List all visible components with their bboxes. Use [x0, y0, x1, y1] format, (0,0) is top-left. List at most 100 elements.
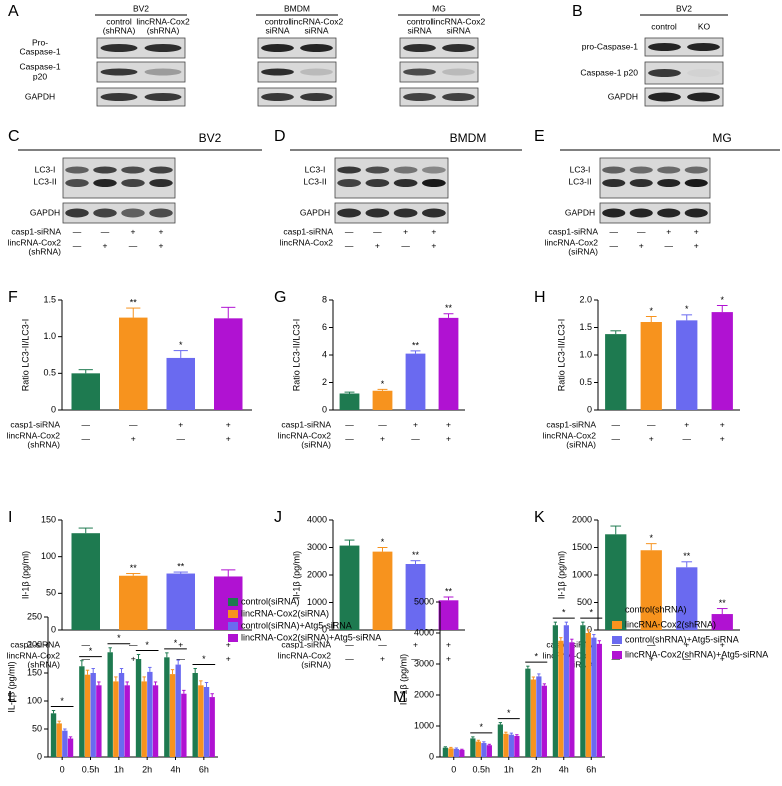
blot-band — [602, 166, 626, 174]
bar — [438, 317, 459, 410]
y-tick-label: 150 — [27, 667, 42, 677]
blot-band — [442, 93, 475, 101]
panel-letter: L — [8, 689, 17, 706]
condition-sign: + — [446, 433, 451, 443]
condition-sign: + — [226, 433, 231, 443]
blot-band — [684, 208, 708, 218]
y-tick-label: 2000 — [572, 514, 592, 524]
row-label: GAPDH — [565, 207, 595, 217]
blot-band — [65, 208, 89, 218]
bar — [558, 640, 564, 757]
bar — [405, 353, 426, 410]
row-label: Pro- — [32, 37, 48, 47]
significance: ** — [412, 340, 420, 350]
bar — [135, 659, 142, 757]
column-label: (shRNA) — [103, 25, 136, 35]
blot-band — [648, 43, 681, 51]
condition-sign: + — [226, 653, 231, 663]
y-tick-label: 4000 — [307, 514, 327, 524]
bar — [541, 685, 547, 757]
blot-band — [300, 44, 333, 52]
condition-sign: — — [345, 226, 354, 236]
condition-label: lincRNA-Cox2 — [278, 430, 332, 440]
bar — [676, 567, 698, 630]
blot-band — [393, 179, 418, 187]
blot-band — [629, 179, 653, 187]
significance: * — [649, 533, 653, 543]
panel-letter: B — [572, 3, 583, 20]
bar — [372, 390, 393, 410]
blot-band — [300, 68, 333, 76]
blot-band — [121, 166, 145, 174]
condition-label: lincRNA-Cox2 — [278, 650, 332, 660]
condition-label: casp1-siRNA — [10, 419, 60, 429]
blot — [644, 37, 724, 57]
blot-band — [93, 166, 117, 174]
y-tick-label: 3000 — [307, 542, 327, 552]
legend-label: lincRNA-Cox2(shRNA)+Atg5-siRNA — [625, 649, 768, 659]
row-label: LC3-II — [568, 176, 591, 186]
y-tick-label: 4 — [322, 349, 327, 359]
blot-band — [629, 166, 653, 174]
column-label: siRNA — [446, 25, 470, 35]
y-tick-label: 0.5 — [579, 377, 592, 387]
column-label: siRNA — [304, 25, 328, 35]
panel-letter: K — [534, 509, 545, 526]
condition-sign: + — [413, 419, 418, 429]
blot-band — [149, 208, 173, 218]
condition-label: (shRNA) — [28, 246, 61, 256]
column-label: lincRNA-Cox2 — [432, 16, 486, 26]
bar — [96, 685, 102, 757]
significance: * — [202, 654, 206, 664]
condition-label: casp1-siRNA — [281, 639, 331, 649]
significance: * — [685, 304, 689, 314]
bar — [481, 743, 487, 757]
y-axis-label: IL-1β (pg/ml) — [6, 661, 16, 712]
y-axis-label: Ratio LC3-II/LC3-I — [556, 319, 566, 392]
bar — [563, 625, 569, 757]
condition-sign: — — [683, 653, 692, 663]
condition-label: casp1-siRNA — [11, 226, 61, 236]
condition-label: lincRNA-Cox2 — [545, 237, 599, 247]
bar — [339, 545, 360, 630]
significance: ** — [445, 303, 453, 313]
y-tick-label: 1.0 — [43, 331, 56, 341]
condition-label: (shRNA) — [27, 439, 60, 449]
y-tick-label: 0 — [51, 624, 56, 634]
condition-label: lincRNA-Cox2 — [280, 237, 334, 247]
y-tick-label: 1.0 — [579, 349, 592, 359]
blot-band — [93, 208, 117, 218]
condition-sign: — — [612, 419, 621, 429]
blot-band — [365, 208, 390, 218]
significance: * — [507, 708, 511, 718]
bar — [525, 668, 531, 757]
bar — [118, 673, 125, 757]
condition-label: lincRNA-Cox2 — [8, 237, 62, 247]
condition-sign: + — [226, 419, 231, 429]
condition-sign: + — [639, 240, 644, 250]
blot-band — [337, 208, 361, 218]
y-tick-label: 1000 — [414, 720, 434, 730]
y-tick-label: 50 — [32, 723, 42, 733]
column-label: lincRNA-Cox2 — [136, 16, 190, 26]
panel-letter: I — [8, 509, 12, 526]
bar — [448, 748, 454, 757]
blot — [257, 37, 337, 59]
blot — [599, 202, 711, 224]
blot — [62, 157, 176, 199]
bar — [90, 673, 96, 757]
x-tick-label: 2h — [531, 764, 541, 774]
significance: ** — [683, 551, 691, 561]
y-tick-label: 0 — [587, 404, 592, 414]
condition-sign: + — [413, 639, 418, 649]
bar — [405, 564, 426, 630]
significance: * — [89, 646, 93, 656]
condition-sign: — — [647, 639, 656, 649]
condition-label: (siRNA) — [301, 439, 331, 449]
bar — [198, 685, 204, 757]
y-tick-label: 1.5 — [579, 322, 592, 332]
blot-band — [657, 208, 681, 218]
significance: * — [381, 379, 385, 389]
bar — [67, 738, 74, 757]
y-tick-label: 1500 — [572, 542, 592, 552]
